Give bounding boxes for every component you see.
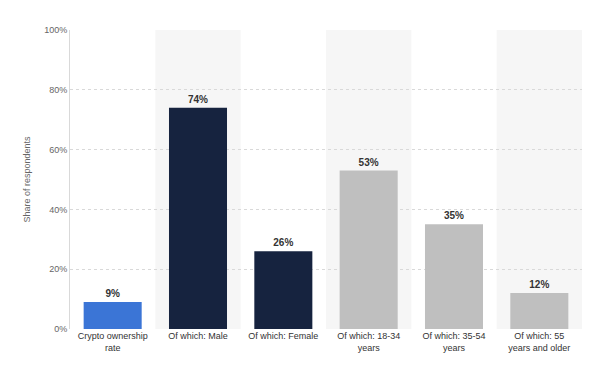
svg-text:100%: 100% bbox=[44, 25, 67, 35]
svg-text:0%: 0% bbox=[54, 324, 67, 334]
svg-text:20%: 20% bbox=[49, 264, 67, 274]
svg-text:Share of respondents: Share of respondents bbox=[22, 136, 32, 223]
svg-text:Of which: Male: Of which: Male bbox=[168, 331, 228, 341]
svg-text:40%: 40% bbox=[49, 205, 67, 215]
svg-text:Of which: Female: Of which: Female bbox=[248, 331, 318, 341]
svg-text:Crypto ownershiprate: Crypto ownershiprate bbox=[78, 331, 148, 353]
svg-text:53%: 53% bbox=[359, 157, 379, 168]
svg-text:74%: 74% bbox=[188, 94, 208, 105]
svg-text:80%: 80% bbox=[49, 85, 67, 95]
svg-text:Of which: 18-34years: Of which: 18-34years bbox=[337, 331, 400, 353]
svg-text:60%: 60% bbox=[49, 145, 67, 155]
svg-text:Of which: 35-54years: Of which: 35-54years bbox=[422, 331, 485, 353]
svg-text:26%: 26% bbox=[273, 237, 293, 248]
svg-text:Of which: 55years and older: Of which: 55years and older bbox=[508, 331, 570, 353]
svg-text:9%: 9% bbox=[105, 288, 120, 299]
svg-text:35%: 35% bbox=[444, 210, 464, 221]
svg-text:12%: 12% bbox=[529, 279, 549, 290]
